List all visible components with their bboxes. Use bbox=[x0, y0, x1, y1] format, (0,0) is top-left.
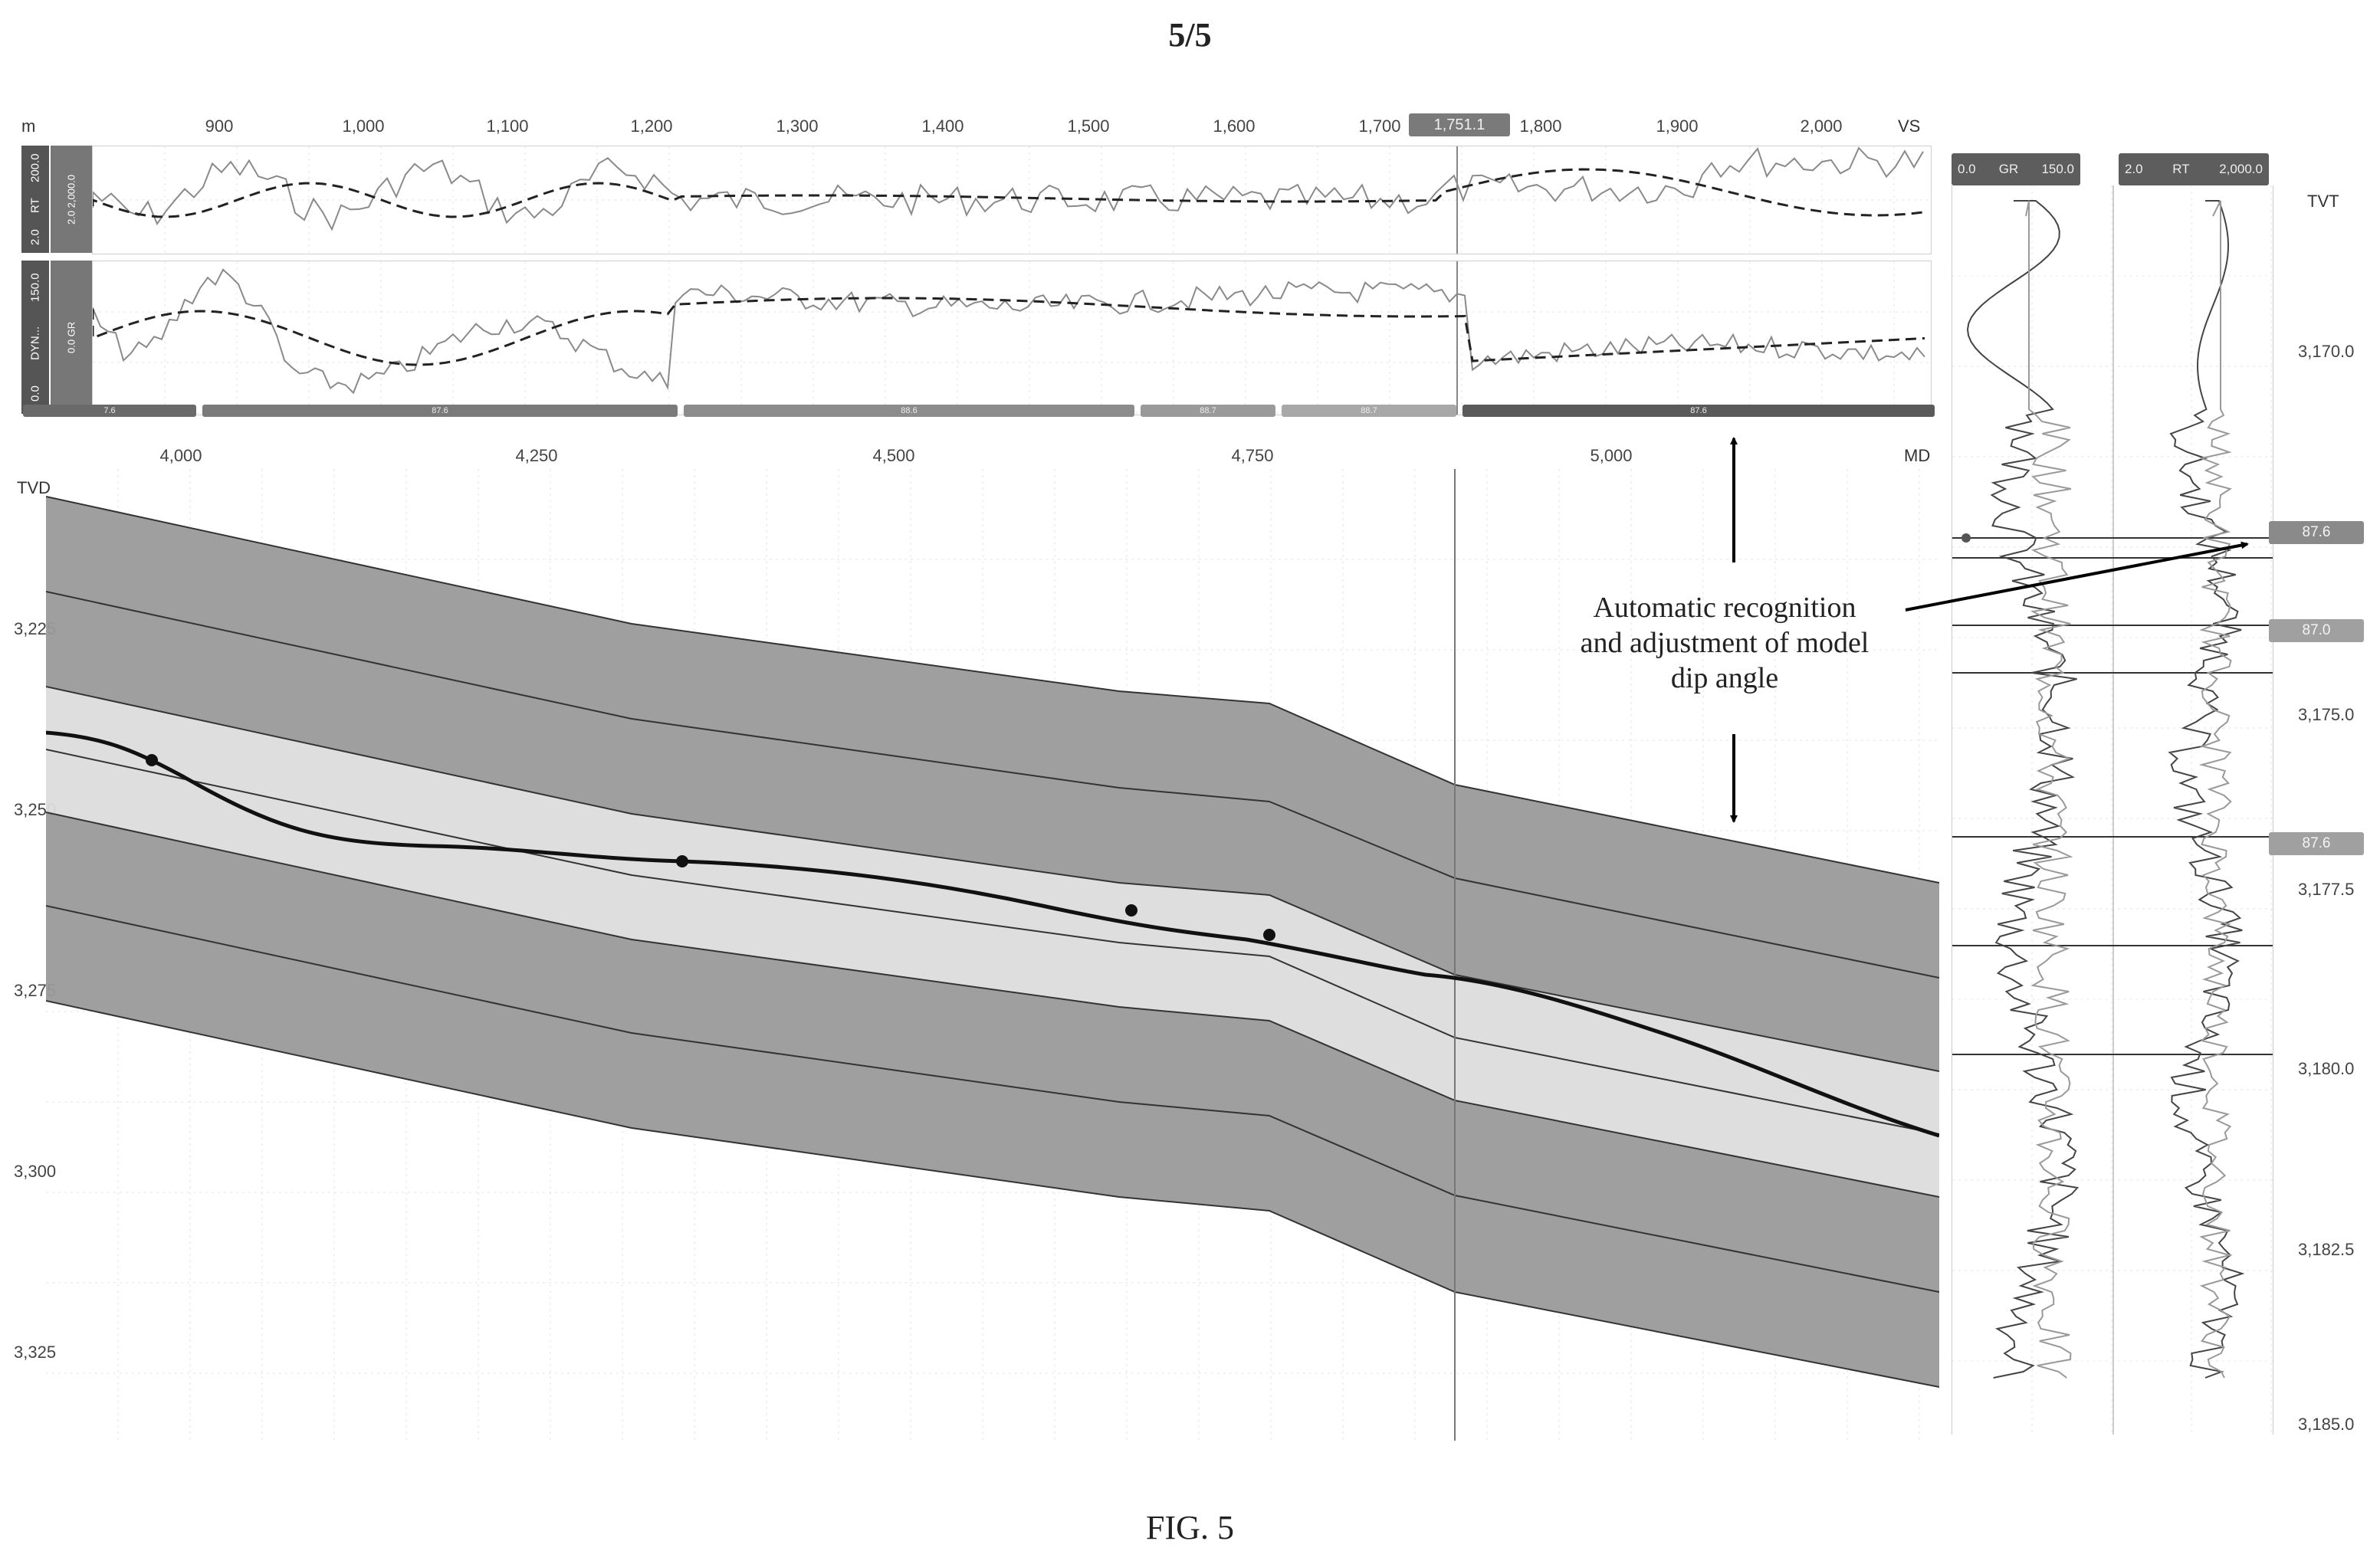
dip-segment[interactable]: 88.6 bbox=[684, 405, 1134, 417]
axis-tick-label: 1,800 bbox=[1519, 116, 1562, 136]
axis-tick-label: 3,325 bbox=[14, 1343, 57, 1362]
marker-handle bbox=[1961, 533, 1971, 543]
vs-unit-label: m bbox=[21, 116, 36, 136]
axis-tick-label: 900 bbox=[205, 116, 234, 136]
vs-axis-title: VS bbox=[1898, 116, 1921, 136]
gr-reference-curve bbox=[2025, 200, 2073, 1379]
dip-segment[interactable]: 88.7 bbox=[1141, 405, 1275, 417]
md-axis-title: MD bbox=[1904, 446, 1931, 465]
axis-tick-label: 1,400 bbox=[921, 116, 964, 136]
dip-segment[interactable]: 87.6 bbox=[202, 405, 678, 417]
axis-tick-label: 4,500 bbox=[872, 446, 915, 465]
formation-layer bbox=[46, 592, 1939, 1071]
layer-boundary bbox=[45, 1000, 1940, 1388]
axis-tick-label: 5,000 bbox=[1590, 446, 1633, 465]
axis-tick-label: 3,300 bbox=[14, 1162, 57, 1181]
axis-tick-label: 1,000 bbox=[342, 116, 385, 136]
layer-boundary bbox=[45, 686, 1940, 1072]
rt-model-curve bbox=[93, 168, 1924, 218]
gr-model-curve bbox=[93, 297, 1925, 366]
axis-tick-label: 1,300 bbox=[776, 116, 819, 136]
tvd-axis-title: TVD bbox=[17, 478, 51, 497]
formation-layer bbox=[46, 749, 1939, 1197]
trajectory-node bbox=[676, 855, 688, 867]
gr-track-header[interactable]: 0.0 GR 150.0 bbox=[1952, 153, 2080, 185]
formation-layer bbox=[46, 812, 1939, 1292]
axis-tick-label: 2,000 bbox=[1800, 116, 1843, 136]
axis-tick-label: 3,177.5 bbox=[2298, 880, 2355, 899]
axis-tick-label: 1,600 bbox=[1213, 116, 1256, 136]
axis-tick-label: 1,700 bbox=[1358, 116, 1401, 136]
axis-tick-label: 3,170.0 bbox=[2298, 342, 2355, 361]
dip-segment[interactable]: 87.6 bbox=[1462, 405, 1935, 417]
axis-tick-label: 4,750 bbox=[1231, 446, 1274, 465]
axis-tick-label: 3,175.0 bbox=[2298, 705, 2355, 724]
rt-log-curve bbox=[2168, 200, 2245, 1379]
dip-angle-badge[interactable]: 87.0 bbox=[2269, 619, 2364, 642]
tvt-axis-title: TVT bbox=[2307, 192, 2339, 211]
gr-log-curve bbox=[1966, 200, 2080, 1379]
formation-layer bbox=[46, 906, 1939, 1387]
geological-model-view[interactable] bbox=[45, 469, 1940, 1441]
axis-tick-label: 4,250 bbox=[515, 446, 558, 465]
correlation-log-curves bbox=[1952, 185, 2273, 1435]
annotation-text: Automatic recognition and adjustment of … bbox=[1580, 592, 1870, 694]
axis-tick-label: 1,500 bbox=[1067, 116, 1110, 136]
layer-boundary bbox=[45, 905, 1940, 1293]
rt-reference-curve bbox=[2198, 200, 2233, 1379]
axis-tick-label: 4,000 bbox=[159, 446, 202, 465]
axis-tick-label: 1,900 bbox=[1656, 116, 1699, 136]
dip-segment[interactable]: 7.6 bbox=[23, 405, 196, 417]
axis-tick-label: 3,182.5 bbox=[2298, 1240, 2355, 1259]
formation-layer bbox=[46, 687, 1939, 1134]
layer-boundary bbox=[45, 749, 1940, 1135]
gr-log-track[interactable] bbox=[92, 261, 1932, 415]
formation-layer bbox=[46, 497, 1939, 978]
rt-track-header[interactable]: 2.0 RT 2,000.0 bbox=[2119, 153, 2269, 185]
log-correlation-panel[interactable] bbox=[1952, 185, 2273, 1435]
layer-boundary bbox=[45, 496, 1940, 884]
right-arrow-icon bbox=[1905, 541, 2249, 612]
cursor-vs-badge[interactable]: 1,751.1 bbox=[1409, 113, 1510, 136]
axis-tick-label: 3,185.0 bbox=[2298, 1415, 2355, 1434]
gr-log-curve bbox=[93, 261, 1931, 415]
sheet-number: 5/5 bbox=[1168, 16, 1212, 54]
well-trajectory bbox=[45, 730, 1940, 1138]
dip-segment[interactable]: 88.7 bbox=[1282, 405, 1456, 417]
layer-boundary bbox=[45, 591, 1940, 979]
rt-measured-curve bbox=[93, 146, 1924, 231]
trajectory-node bbox=[1125, 904, 1137, 916]
dip-angle-badge[interactable]: 87.6 bbox=[2269, 521, 2364, 544]
rt-log-track[interactable] bbox=[92, 146, 1932, 254]
axis-tick-label: 1,200 bbox=[630, 116, 673, 136]
dip-angle-badge[interactable]: 87.6 bbox=[2269, 832, 2364, 855]
figure-caption: FIG. 5 bbox=[1146, 1509, 1234, 1546]
formation-model bbox=[45, 469, 1940, 1441]
rt-log-curve bbox=[93, 146, 1931, 254]
axis-tick-label: 3,180.0 bbox=[2298, 1059, 2355, 1078]
layer-boundary bbox=[45, 812, 1940, 1198]
axis-tick-label: 1,100 bbox=[486, 116, 529, 136]
trajectory-node bbox=[1263, 929, 1275, 941]
trajectory-node bbox=[146, 754, 158, 766]
